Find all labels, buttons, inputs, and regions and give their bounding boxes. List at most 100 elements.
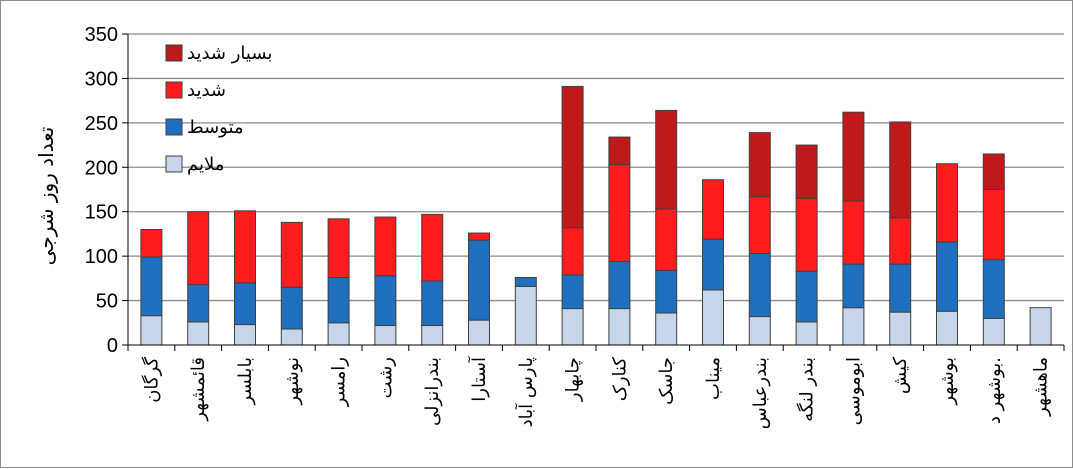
- bar-segment-1-7: [421, 324, 444, 346]
- bar-segment-3-6: [374, 216, 397, 277]
- bar-segment-3-14: [748, 196, 771, 254]
- y-tick-label: 350: [85, 24, 118, 46]
- bars-layer: [140, 85, 1052, 346]
- axis-layer: 0 50 100 150 200 250 300 350 گرگان قائمشهر بابلسر ن…: [85, 24, 1065, 429]
- x-tick-label: رامسر: [329, 357, 350, 407]
- legend-swatch-3: [165, 118, 183, 136]
- bar-segment-3-17: [889, 217, 912, 265]
- bar-segment-4-15: [795, 144, 818, 199]
- bar-segment-4-16: [842, 111, 865, 202]
- y-tick-label: 50: [96, 291, 118, 313]
- bar-segment-3-3: [234, 210, 256, 284]
- legend-swatch-1: [165, 44, 183, 62]
- y-axis-label: تعداد روز شرجی: [34, 127, 58, 266]
- bar-segment-4-17: [889, 121, 912, 219]
- grid-layer: [128, 33, 1064, 302]
- bar-segment-2-17: [889, 263, 912, 313]
- x-tick-label: قائمشهر: [188, 357, 209, 422]
- x-tick-label: میناب: [703, 357, 724, 400]
- y-tick-label: 250: [85, 113, 118, 135]
- y-tick-label: 150: [85, 202, 118, 224]
- bar-segment-3-12: [655, 208, 678, 271]
- bar-segment-2-5: [327, 276, 350, 324]
- x-tick-label: بندرعباس: [750, 357, 771, 429]
- legend-label: بسیار شدید: [187, 43, 272, 64]
- legend: بسیار شدید شدید متوسط ملایم: [165, 43, 272, 175]
- bar-segment-3-5: [327, 218, 350, 278]
- bar-segment-3-8: [468, 232, 490, 241]
- bar-segment-1-20: [1029, 307, 1052, 346]
- bar-segment-1-11: [608, 308, 631, 346]
- bar-segment-2-15: [795, 270, 818, 323]
- bar-segment-1-5: [327, 322, 350, 346]
- x-tick-label: گرگان: [140, 357, 162, 403]
- y-tick-label: 100: [85, 246, 118, 268]
- bar-segment-2-9: [514, 276, 537, 287]
- bar-segment-3-18: [936, 163, 958, 243]
- bar-segment-2-10: [561, 274, 584, 310]
- bar-segment-2-12: [655, 269, 678, 314]
- bar-segment-4-11: [608, 136, 631, 166]
- x-tick-label: کیش: [890, 357, 911, 394]
- legend-label: ملایم: [187, 154, 224, 175]
- x-tick-label: نوشهر: [282, 357, 303, 406]
- bar-segment-1-1: [140, 315, 163, 346]
- bar-segment-2-14: [748, 252, 771, 318]
- x-tick-label: بندر لنگه: [796, 357, 818, 422]
- bar-segment-2-13: [702, 238, 724, 291]
- bar-segment-1-14: [748, 316, 771, 346]
- y-tick-label: 200: [85, 157, 118, 179]
- bar-segment-3-1: [140, 228, 163, 258]
- bar-segment-1-4: [280, 328, 303, 346]
- bar-segment-2-3: [234, 282, 256, 326]
- bar-segment-4-19: [982, 153, 1005, 190]
- x-tick-label: ماهشهر: [1031, 357, 1052, 417]
- bar-segment-1-3: [234, 324, 256, 346]
- bar-segment-2-6: [374, 275, 397, 326]
- legend-swatch-2: [165, 81, 183, 99]
- legend-label: شدید: [187, 80, 226, 101]
- bar-segment-2-2: [187, 284, 210, 323]
- bar-segment-2-18: [936, 241, 958, 312]
- x-tick-label: کنارک: [609, 357, 630, 402]
- bar-segment-2-4: [280, 286, 303, 330]
- x-tick-label: بندرانزلی: [422, 357, 443, 426]
- bar-segment-1-6: [374, 324, 397, 346]
- bar-segment-1-10: [561, 308, 584, 346]
- bar-segment-1-13: [702, 289, 724, 346]
- x-tick-label: پارس آباد: [514, 357, 537, 427]
- bar-segment-4-12: [655, 109, 678, 210]
- x-tick-label: چابهار: [563, 357, 584, 402]
- bar-segment-3-16: [842, 200, 865, 265]
- legend-label: متوسط: [187, 117, 244, 138]
- y-tick-label: 300: [85, 68, 118, 90]
- bar-segment-2-1: [140, 256, 163, 317]
- bar-segment-1-9: [514, 285, 537, 346]
- bar-segment-3-4: [280, 221, 303, 288]
- bar-segment-4-10: [561, 85, 584, 229]
- bar-segment-1-2: [187, 321, 210, 346]
- bar-segment-3-2: [187, 211, 210, 286]
- legend-swatch-4: [165, 155, 183, 173]
- bar-segment-3-10: [561, 227, 584, 276]
- bar-segment-3-13: [702, 179, 724, 240]
- x-tick-label: آستارا: [467, 356, 490, 402]
- bar-segment-1-19: [982, 317, 1005, 346]
- x-tick-label: جاسک: [656, 357, 677, 405]
- bar-segment-1-15: [795, 321, 818, 346]
- x-tick-label: بوشهر د.: [984, 357, 1005, 424]
- bar-segment-2-19: [982, 259, 1005, 319]
- x-tick-label: بابلسر: [235, 357, 256, 405]
- bar-segment-3-11: [608, 164, 631, 262]
- bar-segment-1-16: [842, 307, 865, 346]
- bar-segment-1-8: [468, 319, 490, 346]
- bar-segment-2-11: [608, 260, 631, 310]
- bar-segment-3-19: [982, 189, 1005, 261]
- bar-segment-1-17: [889, 311, 912, 346]
- bar-segment-1-18: [936, 310, 958, 346]
- bar-segment-3-15: [795, 197, 818, 272]
- y-tick-label: 0: [107, 335, 118, 357]
- x-tick-label: بوشهر: [937, 357, 958, 406]
